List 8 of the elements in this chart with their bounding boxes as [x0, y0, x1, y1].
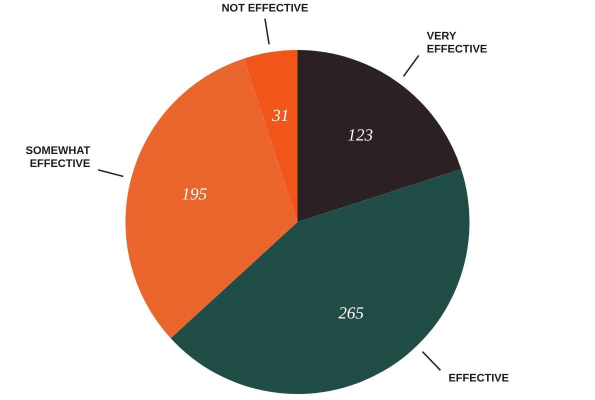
data-label: 31: [271, 106, 290, 126]
slice-label: SOMEWHAT EFFECTIVE: [26, 144, 90, 170]
slice-label: EFFECTIVE: [448, 372, 509, 384]
slice-label: VERY EFFECTIVE: [426, 30, 488, 56]
data-label: 195: [182, 184, 208, 204]
data-label: 265: [338, 304, 364, 323]
data-label: 123: [348, 125, 374, 144]
slice-label: NOT EFFECTIVE: [222, 2, 308, 15]
